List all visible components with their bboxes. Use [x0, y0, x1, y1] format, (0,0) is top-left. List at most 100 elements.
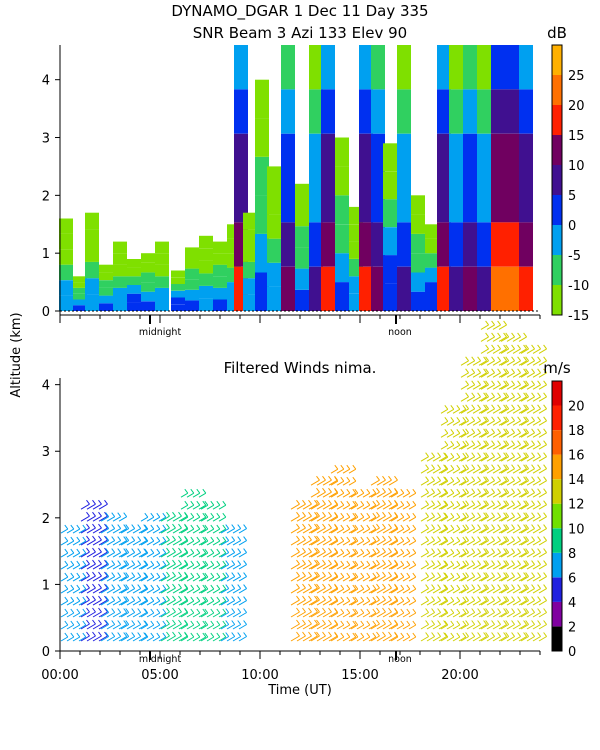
wind-barb-flag [302, 631, 306, 637]
wind-barb-flag [70, 560, 75, 566]
snr-cell [449, 133, 463, 178]
wind-barb [500, 564, 509, 570]
wind-barb [512, 432, 521, 438]
wind-barb-flag [302, 619, 306, 625]
wind-barb [342, 492, 351, 498]
wind-barb-flag [462, 452, 467, 458]
snr-cell [359, 266, 373, 311]
wind-barb-flag [322, 547, 326, 553]
wind-barb [376, 575, 386, 582]
wind-barb [356, 624, 365, 630]
wind-barb-flag [111, 584, 116, 589]
wind-barb-flag [372, 560, 377, 566]
wind-barb-flag [178, 619, 182, 625]
snr-cell [113, 276, 127, 288]
wind-barb [152, 636, 161, 642]
wind-barb-flag [483, 632, 488, 637]
snr-cell [463, 45, 477, 90]
wind-barb [458, 480, 467, 486]
wind-barb-flag [346, 596, 351, 602]
wind-barb-flag [485, 620, 490, 625]
wind-barb [446, 636, 455, 642]
wind-barb [192, 588, 201, 594]
wind-barb-flag [92, 619, 96, 625]
wind-barb [402, 492, 411, 498]
wind-barb-flag [456, 464, 461, 470]
wind-barb-flag [196, 620, 201, 626]
wind-barb-flag [491, 320, 496, 326]
snr-cell [295, 205, 309, 227]
wind-barb-flag [156, 560, 161, 566]
wind-barb-flag [296, 523, 300, 529]
wind-barb-flag [483, 404, 488, 410]
wind-barb-flag [210, 500, 215, 506]
wind-barb-flag [314, 619, 318, 625]
wind-barb-flag [450, 404, 455, 410]
wind-barb-flag [431, 608, 436, 613]
wind-barb [402, 588, 411, 594]
wind-barb [532, 360, 541, 366]
wind-barb-flag [483, 356, 488, 362]
wind-barb [172, 527, 182, 534]
wind-barb-flag [462, 560, 467, 566]
wind-barb-flag [162, 596, 167, 602]
wind-barb-flag [150, 620, 155, 626]
wind-barb [486, 588, 495, 594]
wind-barb-flag [537, 416, 541, 422]
wind-barb [512, 492, 521, 498]
snr-cell [171, 284, 185, 291]
wind-barb-flag [316, 475, 320, 481]
wind-barb-flag [210, 548, 215, 554]
wind-barb [322, 623, 332, 630]
wind-barb-flag [184, 512, 189, 518]
wind-barb [500, 456, 509, 462]
wind-barb-flag [210, 524, 215, 530]
colorbar-tick-label: 20 [568, 99, 585, 114]
wind-barb [446, 432, 455, 438]
wind-barb-flag [172, 571, 176, 577]
wind-barb [432, 528, 441, 534]
snr-cell [255, 233, 269, 273]
wind-barb [520, 576, 529, 582]
wind-barb-flag [137, 596, 142, 601]
wind-barb [158, 552, 167, 558]
wind-barb [500, 636, 509, 642]
snr-cell [234, 133, 248, 178]
wind-barb-flag [111, 608, 116, 613]
wind-barb-flag [204, 500, 209, 506]
wind-barb [98, 527, 108, 534]
snr-cell [281, 45, 295, 90]
wind-barb-flag [314, 583, 318, 589]
wind-barb-flag [511, 548, 515, 553]
wind-barb [376, 479, 386, 486]
wind-barb-flag [525, 524, 529, 529]
wind-barb [492, 360, 501, 366]
wind-barb-flag [443, 452, 448, 458]
wind-barb-flag [517, 428, 521, 434]
wind-barb-flag [388, 571, 392, 577]
wind-barb-flag [471, 476, 476, 482]
wind-barb-flag [137, 632, 142, 637]
wind-barb-flag [117, 632, 122, 637]
wind-barb [396, 600, 405, 606]
wind-barb [342, 600, 351, 606]
colorbar-tick-label: 4 [568, 596, 576, 611]
wind-barb-flag [98, 583, 102, 589]
wind-barb [330, 600, 339, 606]
wind-barb [328, 527, 338, 534]
wind-barb-flag [366, 512, 371, 518]
wind-barb [106, 600, 115, 606]
wind-barb-flag [485, 320, 490, 326]
wind-barb [520, 564, 529, 570]
wind-barb [520, 600, 529, 606]
wind-barb [492, 504, 501, 510]
wind-barb-flag [491, 512, 496, 518]
wind-barb-flag [412, 488, 417, 494]
wind-barb [438, 540, 447, 546]
wind-barb-flag [210, 560, 215, 566]
wind-barb [66, 576, 75, 582]
wind-barb-flag [483, 572, 488, 577]
wind-barb [460, 624, 469, 630]
wind-barb-flag [316, 511, 320, 517]
